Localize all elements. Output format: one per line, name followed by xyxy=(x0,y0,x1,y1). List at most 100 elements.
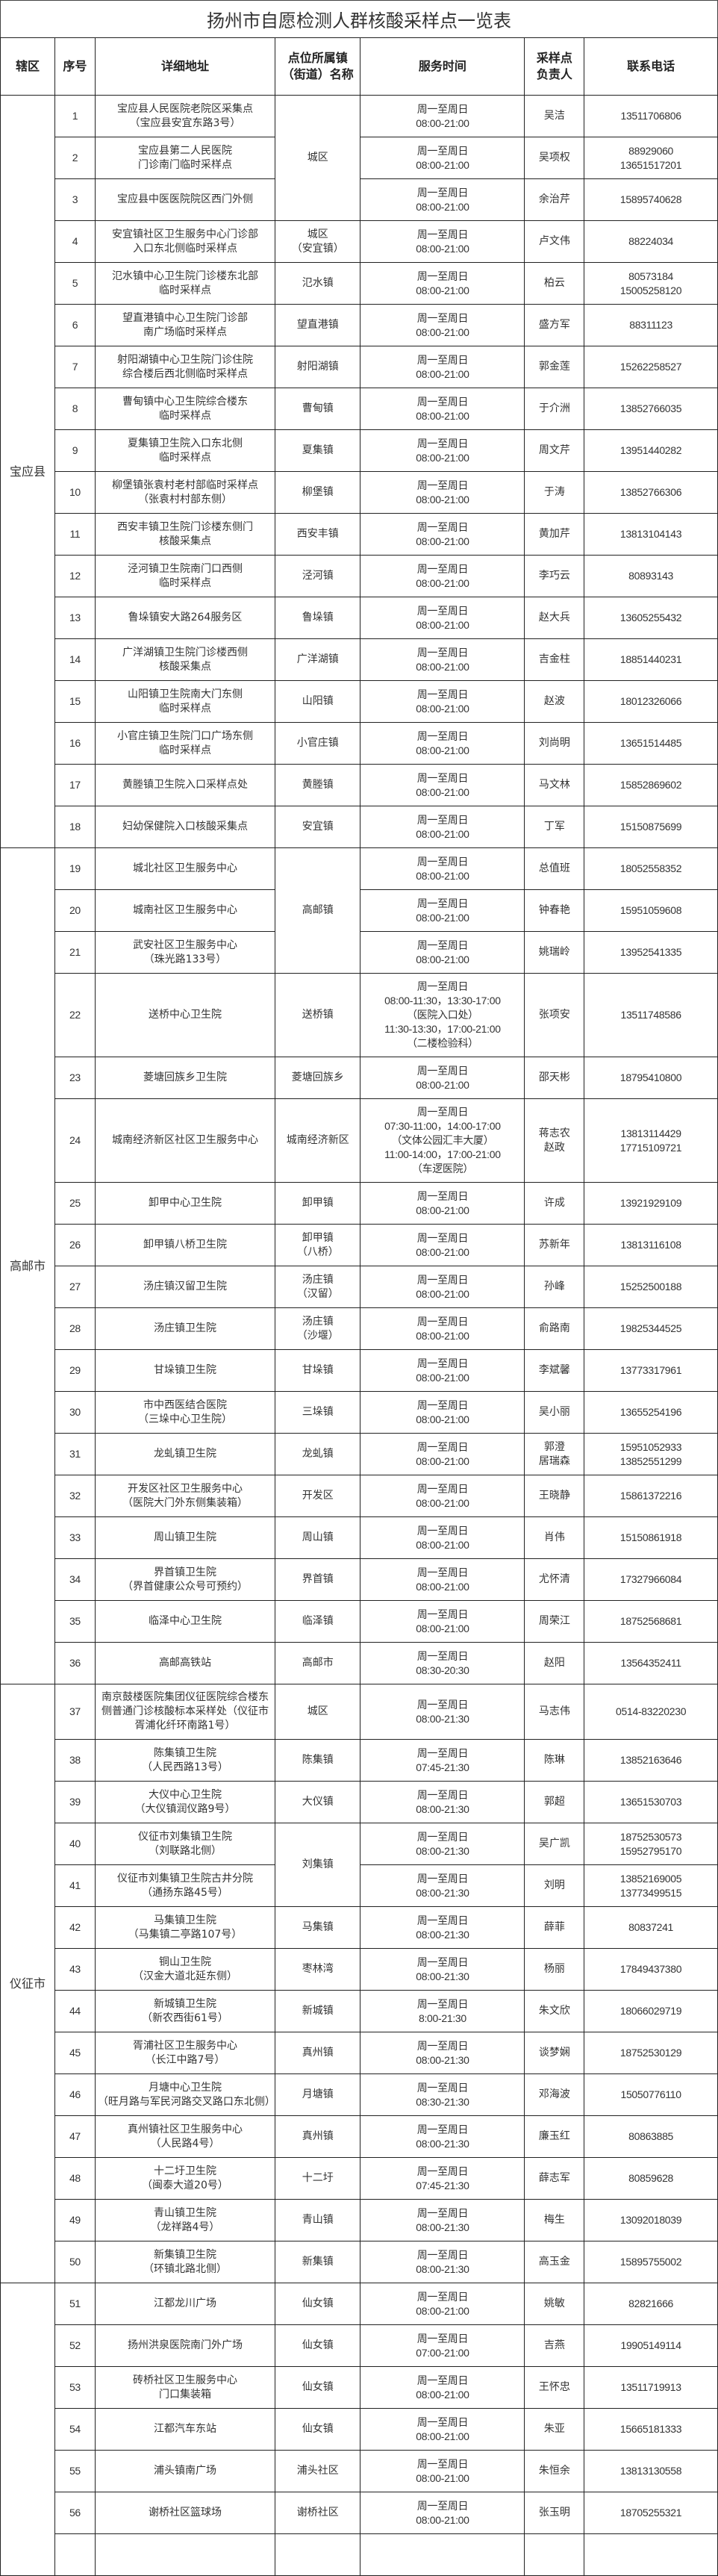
table-row: 26 卸甲镇八桥卫生院 卸甲镇 （八桥） 周一至周日 08:00-21:00 苏新年 13… xyxy=(1,1224,718,1266)
phone-cell: 13852766035 xyxy=(584,388,718,430)
seq-cell: 47 xyxy=(54,2115,96,2158)
seq-cell: 41 xyxy=(54,1864,96,1907)
town-cell: 新城镇 xyxy=(275,1990,361,2032)
table-row: 29 甘垛镇卫生院 甘垛镇 周一至周日 08:00-21:00 李斌馨 137733179… xyxy=(1,1349,718,1392)
seq-cell: 33 xyxy=(54,1516,96,1559)
phone-cell: 15951052933 13852551299 xyxy=(584,1433,718,1475)
town-cell: 大仪镇 xyxy=(275,1781,361,1823)
town-cell: 射阳湖镇 xyxy=(275,346,361,388)
seq-cell: 21 xyxy=(54,931,96,974)
seq-cell: 39 xyxy=(54,1781,96,1823)
town-cell: 甘垛镇 xyxy=(275,1349,361,1392)
seq-cell: 48 xyxy=(54,2157,96,2200)
phone-cell: 13564352411 xyxy=(584,1642,718,1684)
phone-cell: 0514-83220230 xyxy=(584,1684,718,1740)
service-time-cell: 周一至周日 08:00-21:00 xyxy=(360,889,525,932)
address-cell: 浦头镇南广场 xyxy=(94,2450,276,2492)
service-time-cell: 周一至周日 08:00-21:00 xyxy=(360,2450,525,2492)
town-cell: 氾水镇 xyxy=(275,262,361,305)
town-cell: 临泽镇 xyxy=(275,1600,361,1643)
phone-cell: 17849437380 xyxy=(584,1948,718,1991)
phone-cell: 13952541335 xyxy=(584,931,718,974)
table-row: 33 周山镇卫生院 周山镇 周一至周日 08:00-21:00 肖伟 1515086191… xyxy=(1,1516,718,1559)
seq-cell: 5 xyxy=(54,262,96,305)
seq-cell: 28 xyxy=(54,1307,96,1350)
service-time-cell: 周一至周日 08:00-21:30 xyxy=(360,1948,525,1991)
phone-cell: 13852163646 xyxy=(584,1739,718,1782)
address-cell: 市中西医结合医院 （三垛中心卫生院） xyxy=(94,1391,276,1434)
phone-cell: 15150875699 xyxy=(584,806,718,848)
phone-cell: 15050776110 xyxy=(584,2073,718,2116)
service-time-cell: 周一至周日 08:00-21:30 xyxy=(360,1864,525,1907)
service-time-cell: 周一至周日 08:00-21:00 xyxy=(360,555,525,597)
service-time-cell: 周一至周日 08:00-21:00 xyxy=(360,1600,525,1643)
address-cell: 小官庄镇卫生院门口广场东侧 临时采样点 xyxy=(94,722,276,765)
table-row: 22 送桥中心卫生院 送桥镇 周一至周日 08:00-11:30，13:30-17:0… xyxy=(1,973,718,1057)
address-cell: 城南经济新区社区卫生服务中心 xyxy=(94,1098,276,1183)
seq-cell: 36 xyxy=(54,1642,96,1684)
town-cell: 曹甸镇 xyxy=(275,388,361,430)
service-time-cell: 周一至周日 08:00-21:30 xyxy=(360,1781,525,1823)
service-time-cell: 周一至周日 08:00-21:00 xyxy=(360,1266,525,1308)
phone-cell: 15852869602 xyxy=(584,764,718,806)
town-cell: 谢桥社区 xyxy=(275,2492,361,2534)
person-in-charge-cell: 郭澄 居瑞森 xyxy=(524,1433,585,1475)
person-in-charge-cell: 黄加芹 xyxy=(524,513,585,556)
town-cell: 枣林湾 xyxy=(275,1948,361,1991)
sampling-sites-table: 辖区 序号 详细地址 点位所属镇 （街道）名称 服务时间 采样点 负责人 联系电… xyxy=(0,37,718,2576)
person-in-charge-cell: 廉玉红 xyxy=(524,2115,585,2158)
address-cell: 马集镇卫生院 （马集镇二亭路107号） xyxy=(94,1906,276,1949)
address-cell: 扬州洪泉医院南门外广场 xyxy=(94,2324,276,2367)
person-in-charge-cell: 柏云 xyxy=(524,262,585,305)
seq-cell: 31 xyxy=(54,1433,96,1475)
table-row: 46 月塘中心卫生院 （旺月路与军民河路交叉路口东北侧） 月塘镇 周一至周日 08:3… xyxy=(1,2073,718,2116)
address-cell: 谢桥社区篮球场 xyxy=(94,2492,276,2534)
phone-cell: 80573184 15005258120 xyxy=(584,262,718,305)
table-row: 43 铜山卫生院 （汉金大道北延东侧） 枣林湾 周一至周日 08:00-21:30 杨丽… xyxy=(1,1948,718,1991)
service-time-cell: 周一至周日 08:00-21:00 xyxy=(360,2283,525,2325)
address-cell: 卸甲镇八桥卫生院 xyxy=(94,1224,276,1266)
town-cell: 鲁垛镇 xyxy=(275,597,361,639)
person-in-charge-cell: 吴广凯 xyxy=(524,1823,585,1865)
service-time-cell: 周一至周日 08:00-21:00 xyxy=(360,2408,525,2451)
seq-cell: 34 xyxy=(54,1558,96,1601)
phone-cell: 13813104143 xyxy=(584,513,718,556)
table-row: 56 谢桥社区篮球场 谢桥社区 周一至周日 08:00-21:00 张玉明 1870525… xyxy=(1,2492,718,2534)
table-row: 44 新城镇卫生院 （新农西街61号） 新城镇 周一至周日 8:00-21:30 朱文欣… xyxy=(1,1990,718,2032)
person-in-charge-cell: 邵天彬 xyxy=(524,1057,585,1099)
phone-cell: 13511706806 xyxy=(584,95,718,137)
person-in-charge-cell: 钟春艳 xyxy=(524,889,585,932)
phone-cell xyxy=(584,2533,718,2576)
town-cell: 安宜镇 xyxy=(275,806,361,848)
service-time-cell: 周一至周日 08:00-21:30 xyxy=(360,1823,525,1865)
phone-cell: 13511719913 xyxy=(584,2366,718,2409)
header-person: 采样点 负责人 xyxy=(524,37,585,96)
address-cell: 菱塘回族乡卫生院 xyxy=(94,1057,276,1099)
seq-cell: 11 xyxy=(54,513,96,556)
address-cell: 宝应县第二人民医院 门诊南门临时采样点 xyxy=(94,137,276,179)
address-cell: 龙虬镇卫生院 xyxy=(94,1433,276,1475)
service-time-cell: 周一至周日 08:00-21:00 xyxy=(360,806,525,848)
town-cell: 陈集镇 xyxy=(275,1739,361,1782)
seq-cell: 19 xyxy=(54,847,96,890)
address-cell: 鲁垛镇安大路264服务区 xyxy=(94,597,276,639)
seq-cell: 16 xyxy=(54,722,96,765)
town-cell: 城区 xyxy=(275,1684,361,1740)
address-cell: 陈集镇卫生院 （人民西路13号） xyxy=(94,1739,276,1782)
seq-cell: 45 xyxy=(54,2032,96,2074)
service-time-cell: 周一至周日 08:00-21:00 xyxy=(360,429,525,472)
address-cell: 临泽中心卫生院 xyxy=(94,1600,276,1643)
town-cell: 夏集镇 xyxy=(275,429,361,472)
service-time-cell: 周一至周日 08:00-21:00 xyxy=(360,178,525,221)
town-cell: 广洋湖镇 xyxy=(275,638,361,681)
service-time-cell: 周一至周日 08:00-21:00 xyxy=(360,388,525,430)
phone-cell: 80893143 xyxy=(584,555,718,597)
phone-cell: 17327966084 xyxy=(584,1558,718,1601)
town-cell: 泾河镇 xyxy=(275,555,361,597)
service-time-cell: 周一至周日 08:00-21:00 xyxy=(360,1349,525,1392)
phone-cell: 15895755002 xyxy=(584,2241,718,2283)
person-in-charge-cell: 刘尚明 xyxy=(524,722,585,765)
table-row: 宝应县 1 宝应县人民医院老院区采集点 （宝应县安宜东路3号） 城区 周一至周日 08:… xyxy=(0,95,718,848)
person-in-charge-cell: 薛菲 xyxy=(524,1906,585,1949)
address-cell: 武安社区卫生服务中心 （珠光路133号） xyxy=(94,931,276,974)
